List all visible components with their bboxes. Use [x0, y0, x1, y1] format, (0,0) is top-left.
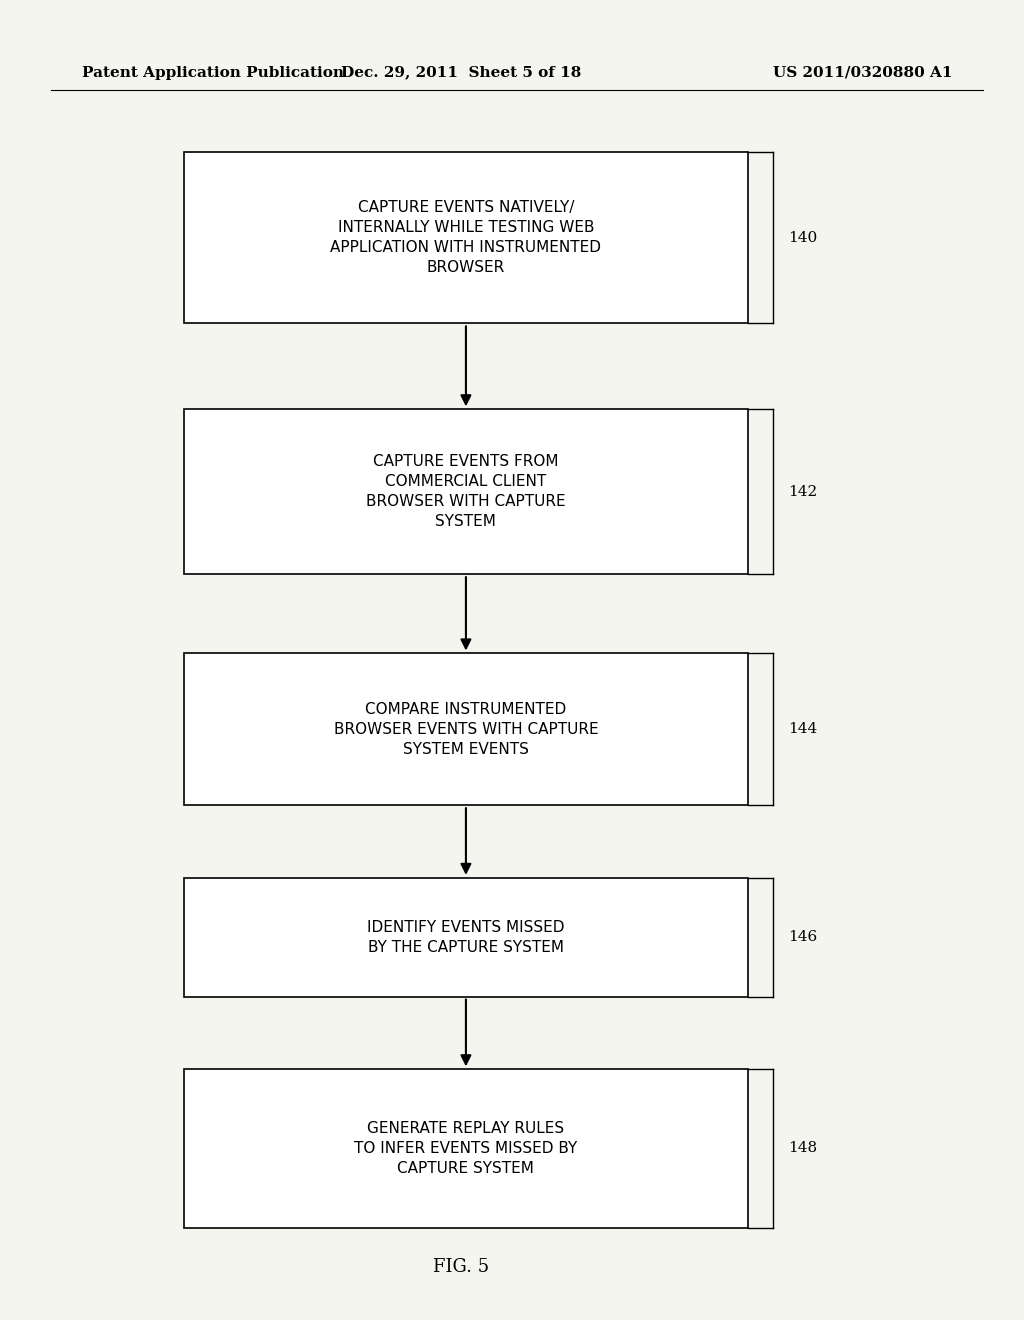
FancyBboxPatch shape: [184, 409, 748, 574]
Text: FIG. 5: FIG. 5: [433, 1258, 488, 1276]
FancyBboxPatch shape: [184, 152, 748, 323]
Text: 148: 148: [788, 1142, 817, 1155]
FancyBboxPatch shape: [184, 878, 748, 997]
Text: 140: 140: [788, 231, 818, 244]
Text: COMPARE INSTRUMENTED
BROWSER EVENTS WITH CAPTURE
SYSTEM EVENTS: COMPARE INSTRUMENTED BROWSER EVENTS WITH…: [334, 702, 598, 756]
Text: GENERATE REPLAY RULES
TO INFER EVENTS MISSED BY
CAPTURE SYSTEM: GENERATE REPLAY RULES TO INFER EVENTS MI…: [354, 1121, 578, 1176]
FancyBboxPatch shape: [184, 653, 748, 805]
Text: 142: 142: [788, 484, 818, 499]
Text: IDENTIFY EVENTS MISSED
BY THE CAPTURE SYSTEM: IDENTIFY EVENTS MISSED BY THE CAPTURE SY…: [368, 920, 564, 954]
Text: CAPTURE EVENTS FROM
COMMERCIAL CLIENT
BROWSER WITH CAPTURE
SYSTEM: CAPTURE EVENTS FROM COMMERCIAL CLIENT BR…: [367, 454, 565, 529]
Text: Dec. 29, 2011  Sheet 5 of 18: Dec. 29, 2011 Sheet 5 of 18: [341, 66, 581, 79]
Text: Patent Application Publication: Patent Application Publication: [82, 66, 344, 79]
Text: 144: 144: [788, 722, 818, 737]
Text: US 2011/0320880 A1: US 2011/0320880 A1: [773, 66, 952, 79]
FancyBboxPatch shape: [184, 1069, 748, 1228]
Text: CAPTURE EVENTS NATIVELY/
INTERNALLY WHILE TESTING WEB
APPLICATION WITH INSTRUMEN: CAPTURE EVENTS NATIVELY/ INTERNALLY WHIL…: [331, 201, 601, 275]
Text: 146: 146: [788, 931, 818, 944]
